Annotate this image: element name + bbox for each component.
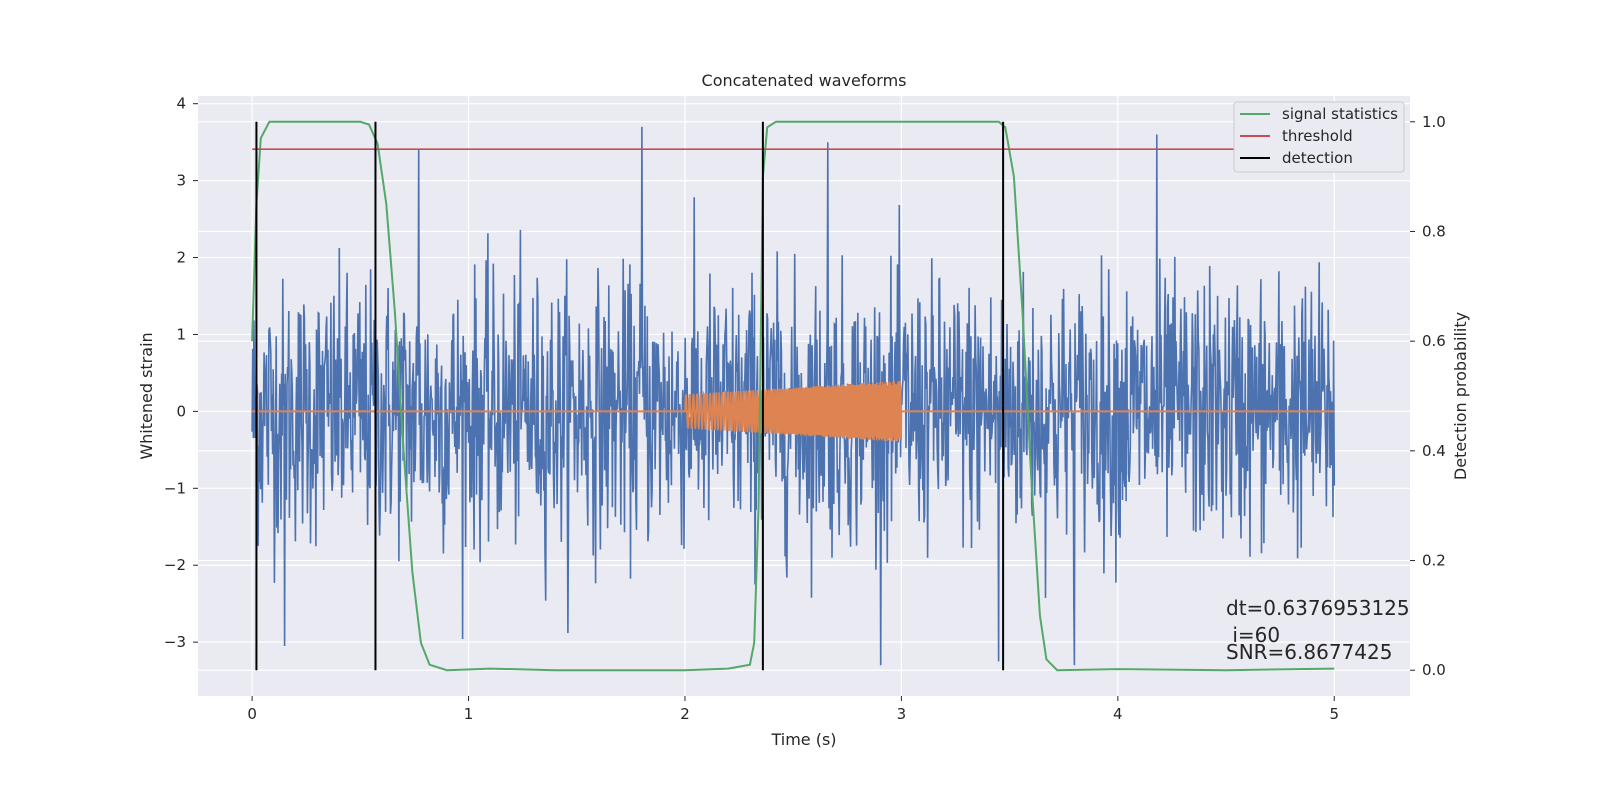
annotations: dt=0.6376953125 i=60 SNR=6.8677425 bbox=[1226, 596, 1410, 664]
legend-label-detection: detection bbox=[1282, 149, 1353, 167]
template-series bbox=[252, 380, 1335, 442]
annotation-snr: SNR=6.8677425 bbox=[1226, 640, 1392, 664]
y-tick-label: −3 bbox=[164, 633, 186, 651]
y-tick-label: −2 bbox=[164, 556, 186, 574]
y2-tick-label: 0.4 bbox=[1422, 442, 1446, 460]
x-tick-label: 4 bbox=[1113, 705, 1123, 723]
y-tick-label: 4 bbox=[176, 95, 186, 113]
y2-axis-label: Detection probability bbox=[1451, 312, 1470, 480]
template-chirp bbox=[684, 380, 903, 442]
x-tick-label: 1 bbox=[464, 705, 474, 723]
annotation-i: i=60 bbox=[1226, 623, 1280, 647]
legend-label-signal-statistics: signal statistics bbox=[1282, 105, 1398, 123]
chart-title: Concatenated waveforms bbox=[702, 71, 907, 90]
x-tick-label: 5 bbox=[1329, 705, 1339, 723]
y-tick-label: −1 bbox=[164, 479, 186, 497]
y2-tick-label: 1.0 bbox=[1422, 113, 1446, 131]
y2-tick-label: 0.0 bbox=[1422, 661, 1446, 679]
y-tick-label: 0 bbox=[176, 402, 186, 420]
y2-tick-label: 0.8 bbox=[1422, 222, 1446, 240]
y-axis-label: Whitened strain bbox=[137, 332, 156, 459]
legend: signal statistics threshold detection bbox=[1233, 101, 1405, 173]
y-tick-label: 2 bbox=[176, 249, 186, 267]
plot-area bbox=[251, 120, 1356, 672]
x-tick-label: 0 bbox=[247, 705, 257, 723]
x-tick-label: 3 bbox=[897, 705, 907, 723]
y-tick-label: 3 bbox=[176, 172, 186, 190]
x-axis-label: Time (s) bbox=[770, 730, 836, 749]
detection-series bbox=[255, 121, 1005, 671]
y2-tick-label: 0.2 bbox=[1422, 552, 1446, 570]
legend-box bbox=[1233, 101, 1405, 173]
x-tick-label: 2 bbox=[680, 705, 690, 723]
legend-label-threshold: threshold bbox=[1282, 127, 1353, 145]
y-tick-label: 1 bbox=[176, 325, 186, 343]
y2-tick-label: 0.6 bbox=[1422, 332, 1446, 350]
axis-ticks: 0 1 2 3 4 5 −3 −2 −1 0 1 2 3 4 0.0 0.2 0.4 0.6 0.8 1.0 bbox=[164, 95, 1446, 723]
annotation-dt: dt=0.6376953125 bbox=[1226, 596, 1410, 620]
